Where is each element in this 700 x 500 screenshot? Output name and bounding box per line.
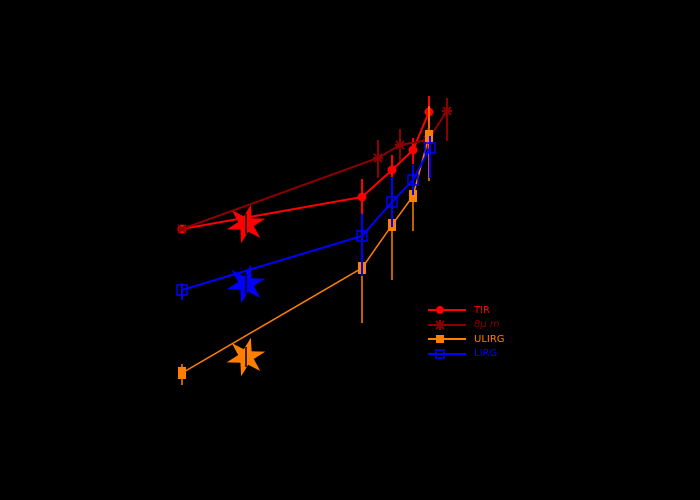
- data-point: [386, 196, 398, 208]
- data-point: [395, 140, 405, 150]
- asterisk-marker-icon: [428, 319, 466, 330]
- data-point: [357, 192, 367, 202]
- data-point: [407, 174, 419, 186]
- data-point: [373, 153, 383, 163]
- legend-item-8um: 8μ m: [428, 318, 505, 333]
- data-point: [408, 145, 418, 155]
- legend-label: 8μ m: [474, 319, 500, 331]
- square-marker-icon: [428, 335, 466, 344]
- data-point: [176, 284, 188, 296]
- legend-item-lirg: LIRG: [428, 347, 505, 362]
- open-square-marker-icon: [428, 349, 466, 359]
- legend-item-ulirg: ULIRG: [428, 332, 505, 347]
- data-point: [409, 190, 417, 202]
- legend: TIR 8μ m ULIRG LIRG: [428, 303, 505, 361]
- legend-label: TIR: [474, 304, 491, 316]
- data-point: [356, 230, 368, 242]
- circle-marker-icon: [428, 306, 466, 315]
- legend-item-tir: TIR: [428, 303, 505, 318]
- legend-label: LIRG: [474, 348, 498, 360]
- data-point: [387, 165, 397, 175]
- data-point: [424, 142, 436, 154]
- data-point: [178, 367, 186, 379]
- legend-label: ULIRG: [474, 333, 505, 345]
- data-point: [177, 224, 187, 234]
- data-point: [442, 106, 452, 116]
